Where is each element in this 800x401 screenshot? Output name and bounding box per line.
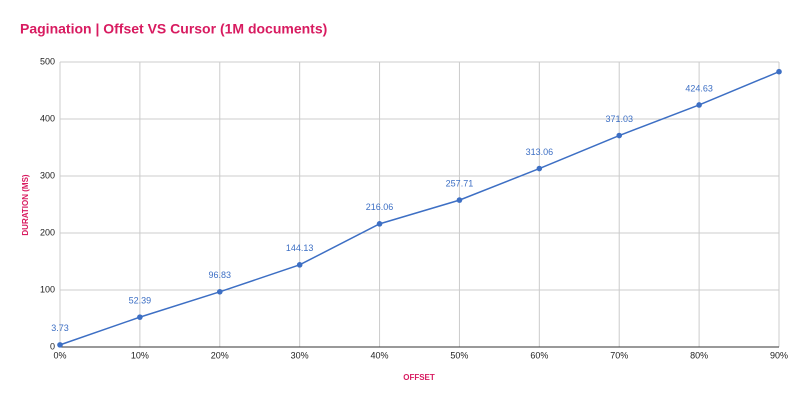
y-tick-label: 100	[40, 284, 55, 294]
x-tick-label: 60%	[530, 350, 548, 360]
x-tick-label: 40%	[371, 350, 389, 360]
data-point	[216, 289, 223, 295]
x-tick-label: 20%	[211, 350, 229, 360]
x-tick-label: 80%	[690, 350, 708, 360]
data-point	[696, 102, 702, 108]
data-point	[536, 165, 543, 172]
x-tick-label: 10%	[131, 350, 149, 360]
y-tick-label: 200	[40, 227, 55, 237]
data-label: 216.06	[366, 202, 394, 212]
data-point	[137, 314, 143, 320]
data-label: 371.03	[605, 114, 633, 124]
x-tick-label: 90%	[770, 350, 788, 360]
y-tick-label: 400	[40, 113, 55, 123]
data-point	[57, 342, 63, 348]
data-point	[456, 197, 463, 203]
y-tick-label: 0	[50, 341, 55, 351]
x-tick-label: 70%	[610, 350, 628, 360]
data-label: 96.83	[209, 270, 232, 280]
data-label: 3.73	[51, 323, 69, 333]
data-point	[616, 132, 623, 139]
y-axis-title: DURATION (MS)	[21, 174, 30, 236]
chart-title: Pagination | Offset VS Cursor (1M docume…	[20, 21, 327, 37]
data-label: 52.39	[129, 296, 152, 306]
data-label: 257.71	[446, 178, 474, 188]
x-tick-label: 50%	[450, 350, 468, 360]
data-point	[776, 68, 782, 75]
y-tick-label: 500	[40, 56, 55, 66]
data-point	[296, 262, 303, 268]
data-label: 424.63	[685, 83, 713, 93]
x-tick-label: 30%	[291, 350, 309, 360]
data-label: 313.06	[526, 147, 554, 157]
data-label: 144.13	[286, 243, 314, 253]
x-tick-label: 0%	[53, 350, 66, 360]
data-point	[376, 221, 383, 227]
y-tick-label: 300	[40, 170, 55, 180]
x-axis-title: OFFSET	[403, 373, 435, 382]
series-line	[59, 70, 780, 346]
